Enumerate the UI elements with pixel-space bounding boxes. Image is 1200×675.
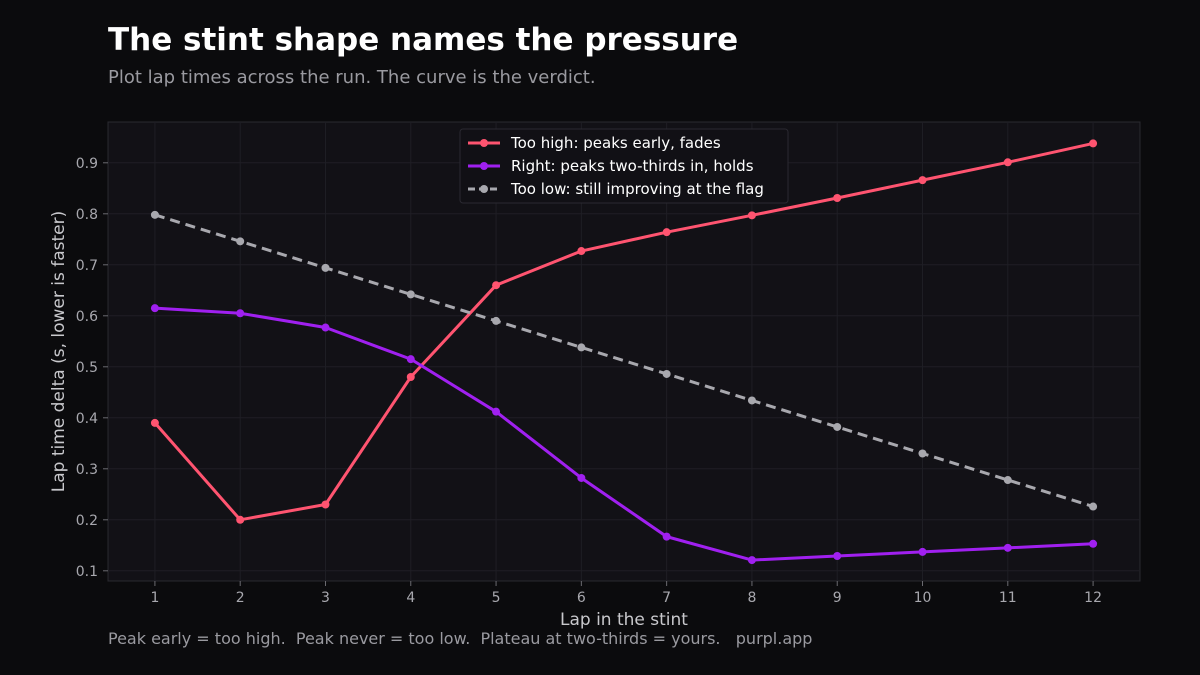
series-point bbox=[833, 552, 842, 561]
series-point bbox=[150, 418, 159, 427]
y-tick-label: 0.5 bbox=[76, 360, 98, 376]
series-point bbox=[662, 369, 671, 378]
y-tick-label: 0.3 bbox=[76, 462, 98, 478]
series-point bbox=[918, 449, 927, 458]
chart-subtitle: Plot lap times across the run. The curve… bbox=[108, 67, 596, 88]
y-tick-label: 0.6 bbox=[76, 309, 98, 325]
series-2 bbox=[150, 210, 1098, 511]
y-tick-label: 0.1 bbox=[76, 564, 98, 580]
x-tick-label: 5 bbox=[492, 590, 501, 606]
y-tick-label: 0.2 bbox=[76, 513, 98, 529]
legend-swatch-point bbox=[480, 162, 488, 170]
series-point bbox=[150, 210, 159, 219]
series-line bbox=[153, 306, 1095, 562]
series-point bbox=[747, 211, 756, 220]
legend-item: Right: peaks two-thirds in, holds bbox=[468, 157, 754, 175]
series-point bbox=[1003, 476, 1012, 485]
series-point bbox=[747, 396, 756, 405]
series-point bbox=[833, 422, 842, 431]
series-point bbox=[918, 547, 927, 556]
y-axis-label: Lap time delta (s, lower is faster) bbox=[49, 211, 69, 493]
y-tick-label: 0.9 bbox=[76, 156, 98, 172]
series-point bbox=[492, 407, 501, 416]
series-point bbox=[321, 323, 330, 332]
legend-label: Too high: peaks early, fades bbox=[510, 134, 721, 152]
x-tick-label: 3 bbox=[321, 590, 330, 606]
series-point bbox=[406, 355, 415, 364]
legend-item: Too low: still improving at the flag bbox=[468, 180, 764, 198]
series-point bbox=[918, 176, 927, 185]
x-axis-label: Lap in the stint bbox=[560, 610, 688, 630]
x-tick-label: 8 bbox=[747, 590, 756, 606]
legend-box bbox=[459, 128, 789, 204]
series-point bbox=[1089, 502, 1098, 511]
series-point bbox=[492, 316, 501, 325]
series-point bbox=[321, 500, 330, 509]
series-point bbox=[1089, 139, 1098, 148]
series-point bbox=[577, 247, 586, 256]
y-tick-label: 0.4 bbox=[76, 411, 98, 427]
series-point bbox=[236, 237, 245, 246]
series-point bbox=[321, 263, 330, 272]
series-point bbox=[577, 343, 586, 352]
series-point bbox=[662, 532, 671, 541]
x-tick-label: 6 bbox=[577, 590, 586, 606]
series-line bbox=[153, 141, 1095, 522]
x-tick-label: 7 bbox=[662, 590, 671, 606]
legend-swatch-point bbox=[480, 139, 488, 147]
legend-item: Too high: peaks early, fades bbox=[468, 134, 721, 152]
series-point bbox=[236, 515, 245, 524]
x-tick-label: 1 bbox=[150, 590, 159, 606]
x-tick-label: 9 bbox=[833, 590, 842, 606]
x-tick-label: 2 bbox=[236, 590, 245, 606]
series-line bbox=[154, 213, 1094, 508]
footer-note: Peak early = too high. Peak never = too … bbox=[108, 629, 813, 648]
series-point bbox=[1003, 158, 1012, 167]
series-point bbox=[833, 193, 842, 202]
series-point bbox=[492, 281, 501, 290]
series-point bbox=[577, 473, 586, 482]
legend: Too high: peaks early, fades Right: peaks… bbox=[459, 128, 789, 204]
series-point bbox=[1003, 543, 1012, 552]
y-tick-label: 0.8 bbox=[76, 207, 98, 223]
series-point bbox=[236, 309, 245, 318]
x-tick-label: 4 bbox=[406, 590, 415, 606]
series-point bbox=[406, 373, 415, 381]
series-point bbox=[406, 290, 415, 299]
series-point bbox=[1089, 539, 1098, 548]
x-tick-label: 11 bbox=[999, 590, 1017, 606]
legend-label: Right: peaks two-thirds in, holds bbox=[511, 157, 754, 175]
x-tick-label: 12 bbox=[1084, 590, 1102, 606]
series-1 bbox=[150, 304, 1098, 565]
legend-label: Too low: still improving at the flag bbox=[510, 180, 764, 198]
series-0 bbox=[150, 139, 1098, 524]
chart-title: The stint shape names the pressure bbox=[108, 22, 739, 58]
y-tick-label: 0.7 bbox=[76, 258, 98, 274]
series-point bbox=[662, 228, 671, 237]
series-point bbox=[150, 304, 159, 313]
x-tick-label: 10 bbox=[914, 590, 932, 606]
series-point bbox=[747, 556, 756, 565]
legend-swatch-point bbox=[480, 185, 488, 193]
